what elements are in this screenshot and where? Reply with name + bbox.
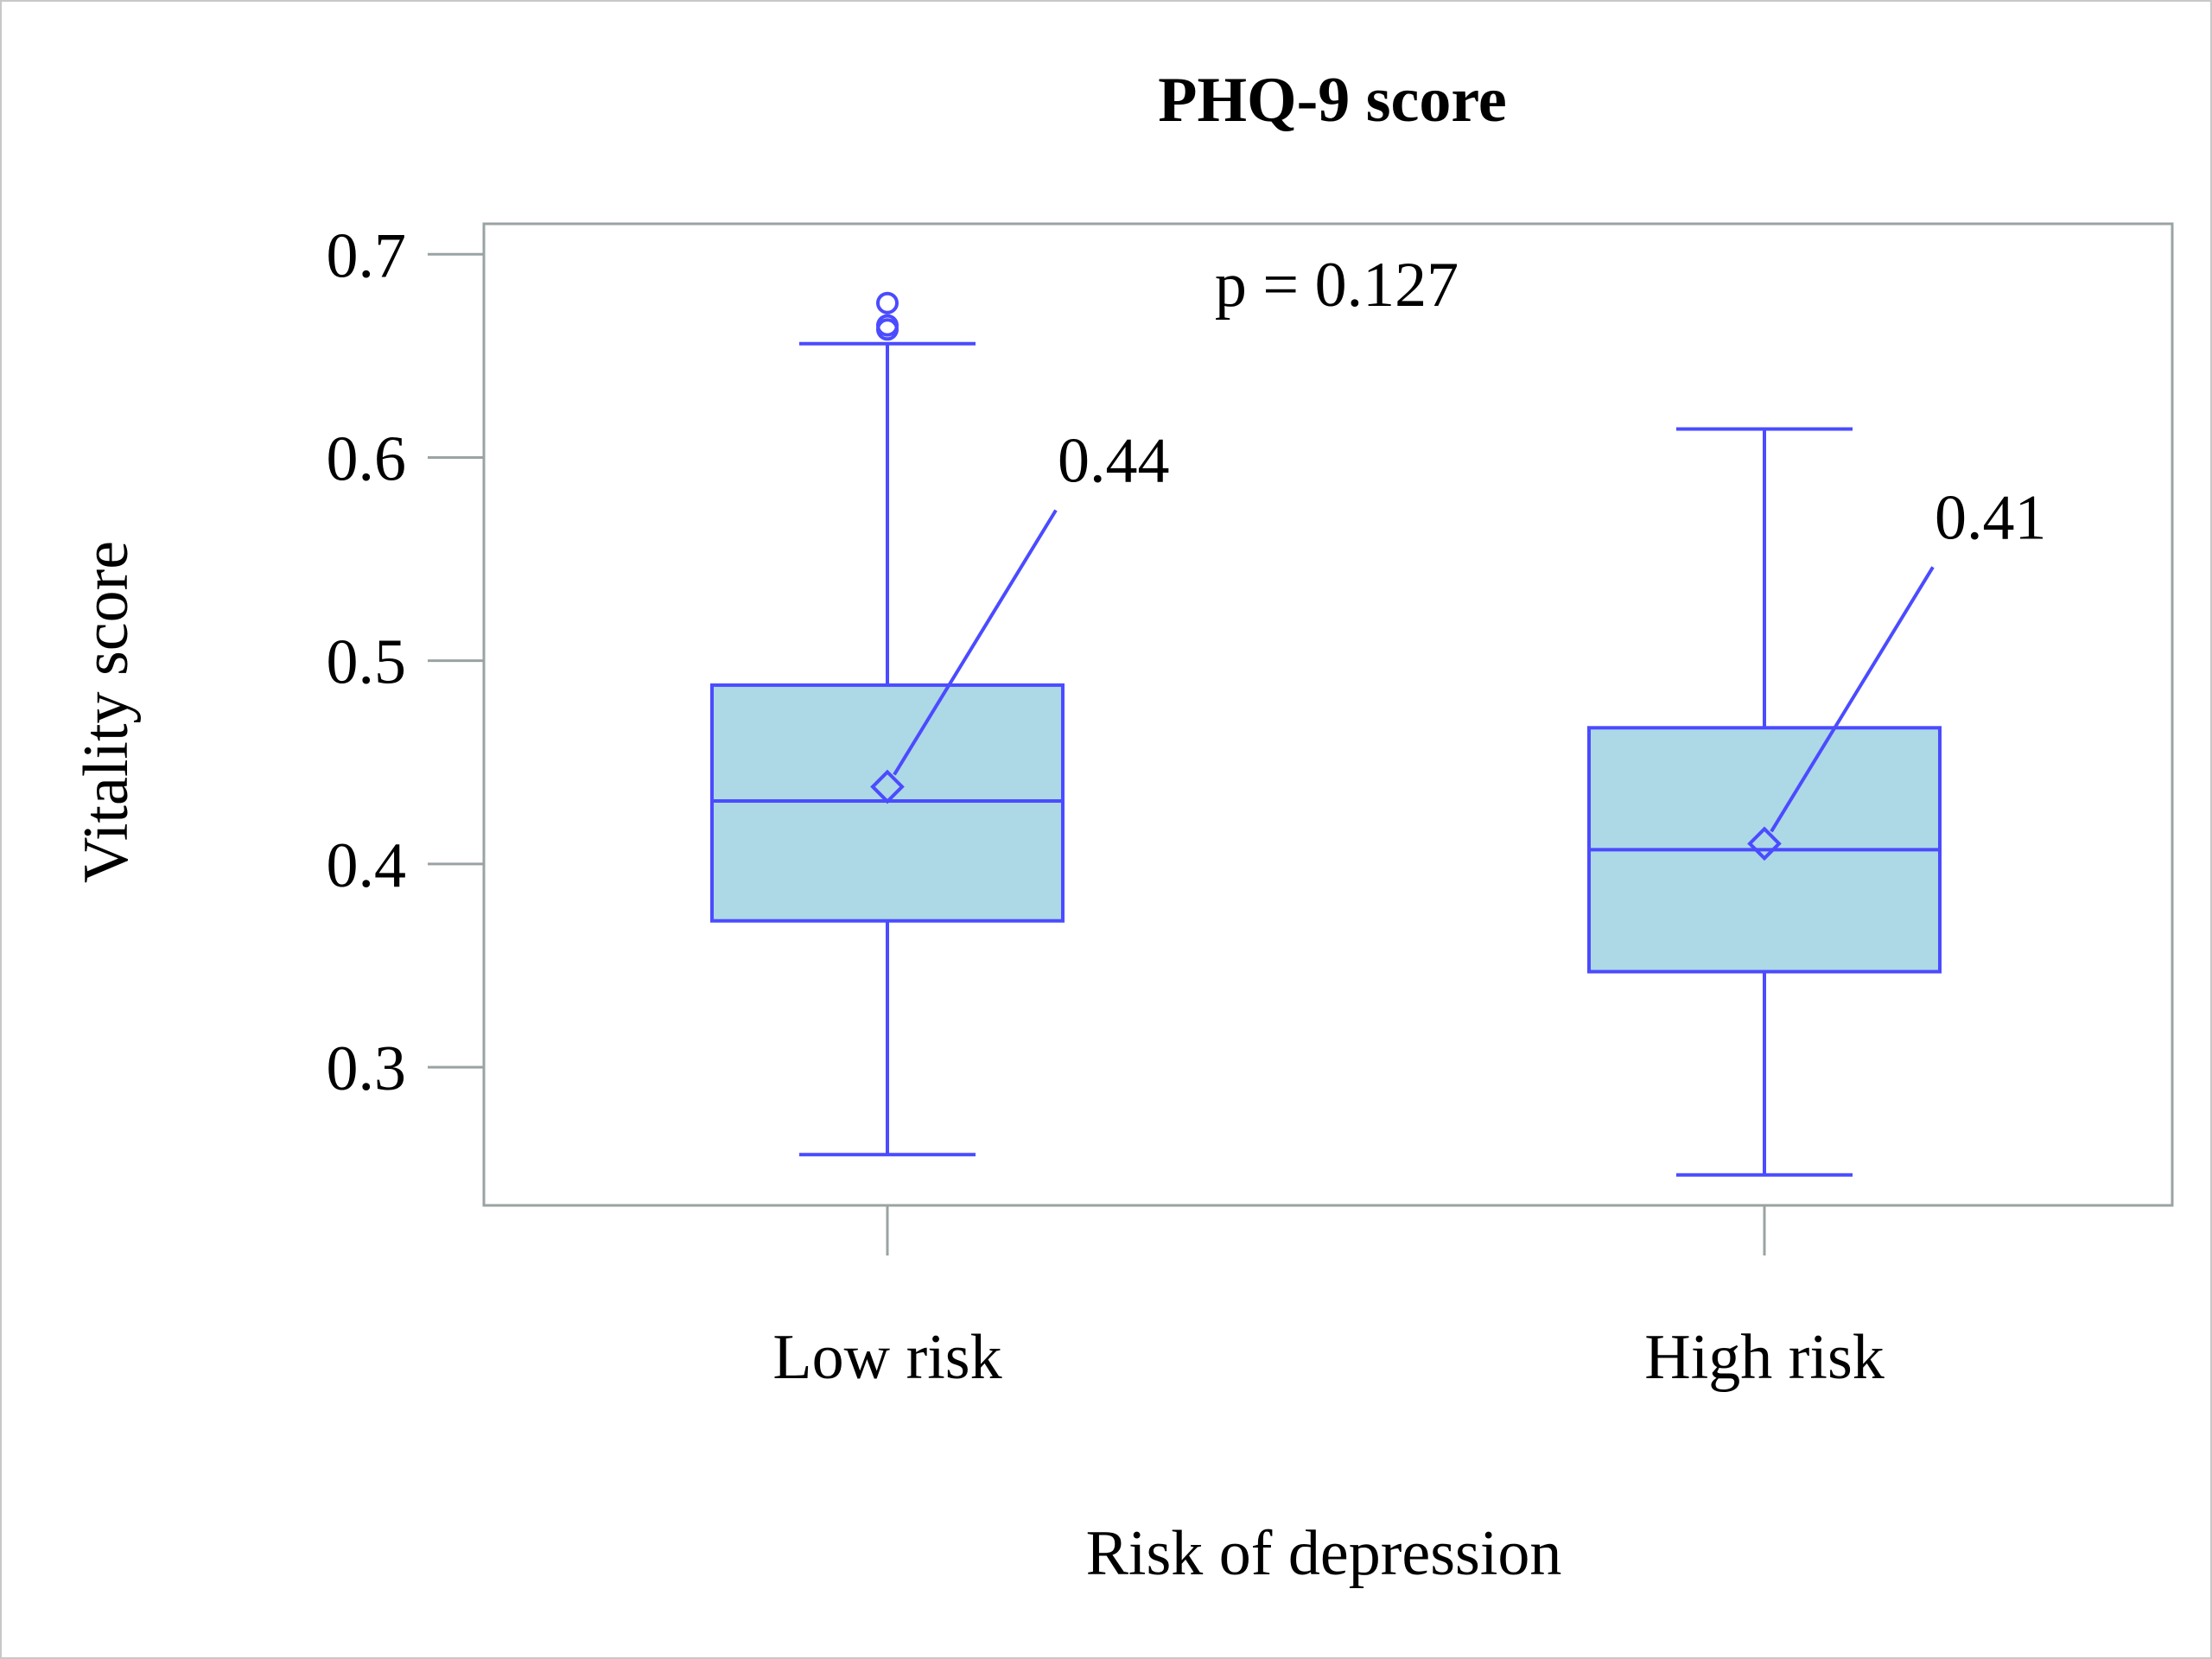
y-tick-label: 0.5 [327, 627, 407, 698]
mean-marker [870, 769, 905, 804]
mean-leader-line [1770, 566, 1935, 833]
chart-title: PHQ-9 score [1158, 65, 1506, 136]
mean-marker [1747, 826, 1782, 861]
box-group: 0.44 [710, 291, 1170, 1157]
y-axis: 0.3 0.4 0.5 0.6 0.7 [327, 220, 484, 1104]
mean-label: 0.44 [1058, 425, 1170, 496]
outlier-point [876, 291, 899, 315]
y-tick-label: 0.7 [327, 220, 407, 291]
x-tick-label: Low risk [772, 1322, 1001, 1393]
mean-label: 0.41 [1935, 482, 2047, 553]
box-group: 0.41 [1587, 427, 2047, 1177]
boxes: 0.44 0.41 [710, 291, 2047, 1177]
y-tick-label: 0.4 [327, 830, 407, 901]
x-tick-label: High risk [1644, 1322, 1885, 1393]
outlier-point [876, 314, 899, 337]
x-axis-label: Risk of depression [1086, 1518, 1562, 1589]
p-value-annotation: p = 0.127 [1215, 250, 1459, 321]
mean-leader-line [893, 509, 1058, 776]
y-axis-label: Vitality score [71, 541, 142, 883]
x-axis: Low risk High risk [772, 1205, 1885, 1393]
plot-area [482, 222, 2174, 1207]
y-tick-label: 0.3 [327, 1033, 407, 1104]
y-tick-label: 0.6 [327, 423, 407, 494]
